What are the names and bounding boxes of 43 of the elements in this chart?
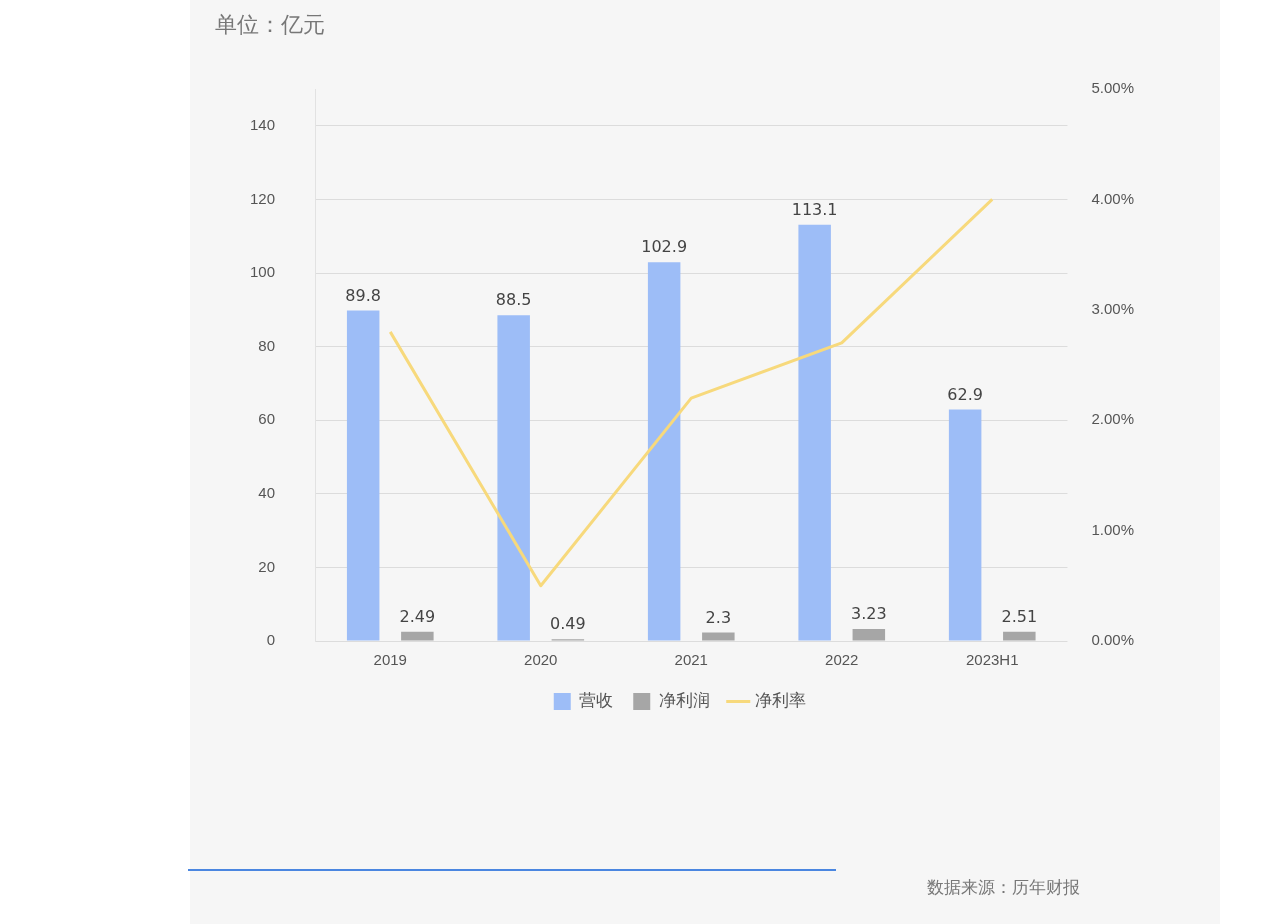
data-label: 2.49 (399, 606, 436, 626)
bar (647, 262, 681, 641)
data-label: 113.1 (791, 199, 838, 219)
bar (1003, 631, 1036, 641)
y2-tick-label: 2.00% (1091, 410, 1135, 428)
y-tick-label: 80 (258, 336, 276, 354)
legend-label: 营收 (579, 691, 614, 711)
data-label: 2.51 (1001, 606, 1038, 626)
bar (702, 632, 735, 641)
data-label: 3.23 (851, 604, 887, 624)
bar (852, 629, 886, 641)
data-label: 2.3 (705, 607, 732, 627)
bar (798, 224, 831, 641)
x-tick-label: 2023H1 (965, 651, 1019, 669)
y-tick-label: 120 (250, 189, 276, 207)
y2-tick-label: 1.00% (1091, 520, 1135, 538)
y-tick-label: 20 (258, 557, 276, 575)
source-note: 数据来源：历年财报 (927, 876, 1080, 899)
x-tick-label: 2019 (373, 651, 407, 669)
x-tick-label: 2021 (674, 651, 708, 669)
bar (497, 315, 530, 641)
chart-title: 单位：亿元 (215, 11, 325, 39)
data-label: 89.8 (345, 285, 381, 305)
data-label: 102.9 (641, 237, 688, 257)
legend-label: 净利率 (755, 691, 807, 711)
y-tick-label: 0 (266, 631, 276, 649)
bar (948, 409, 982, 641)
y-tick-label: 140 (250, 115, 276, 133)
y2-tick-label: 0.00% (1091, 631, 1135, 649)
y2-tick-label: 5.00% (1091, 79, 1135, 97)
data-label: 0.49 (550, 614, 586, 634)
x-tick-label: 2022 (825, 651, 859, 669)
data-label: 62.9 (947, 384, 983, 404)
y-tick-label: 60 (258, 410, 276, 428)
legend-label: 净利润 (658, 691, 710, 711)
x-tick-label: 2020 (524, 651, 558, 669)
bar (346, 310, 380, 641)
bar (401, 631, 434, 641)
y2-tick-label: 4.00% (1091, 189, 1135, 207)
y2-tick-label: 3.00% (1091, 299, 1135, 317)
y-tick-label: 100 (250, 263, 276, 281)
y-tick-label: 40 (258, 483, 276, 501)
data-label: 88.5 (495, 290, 532, 310)
